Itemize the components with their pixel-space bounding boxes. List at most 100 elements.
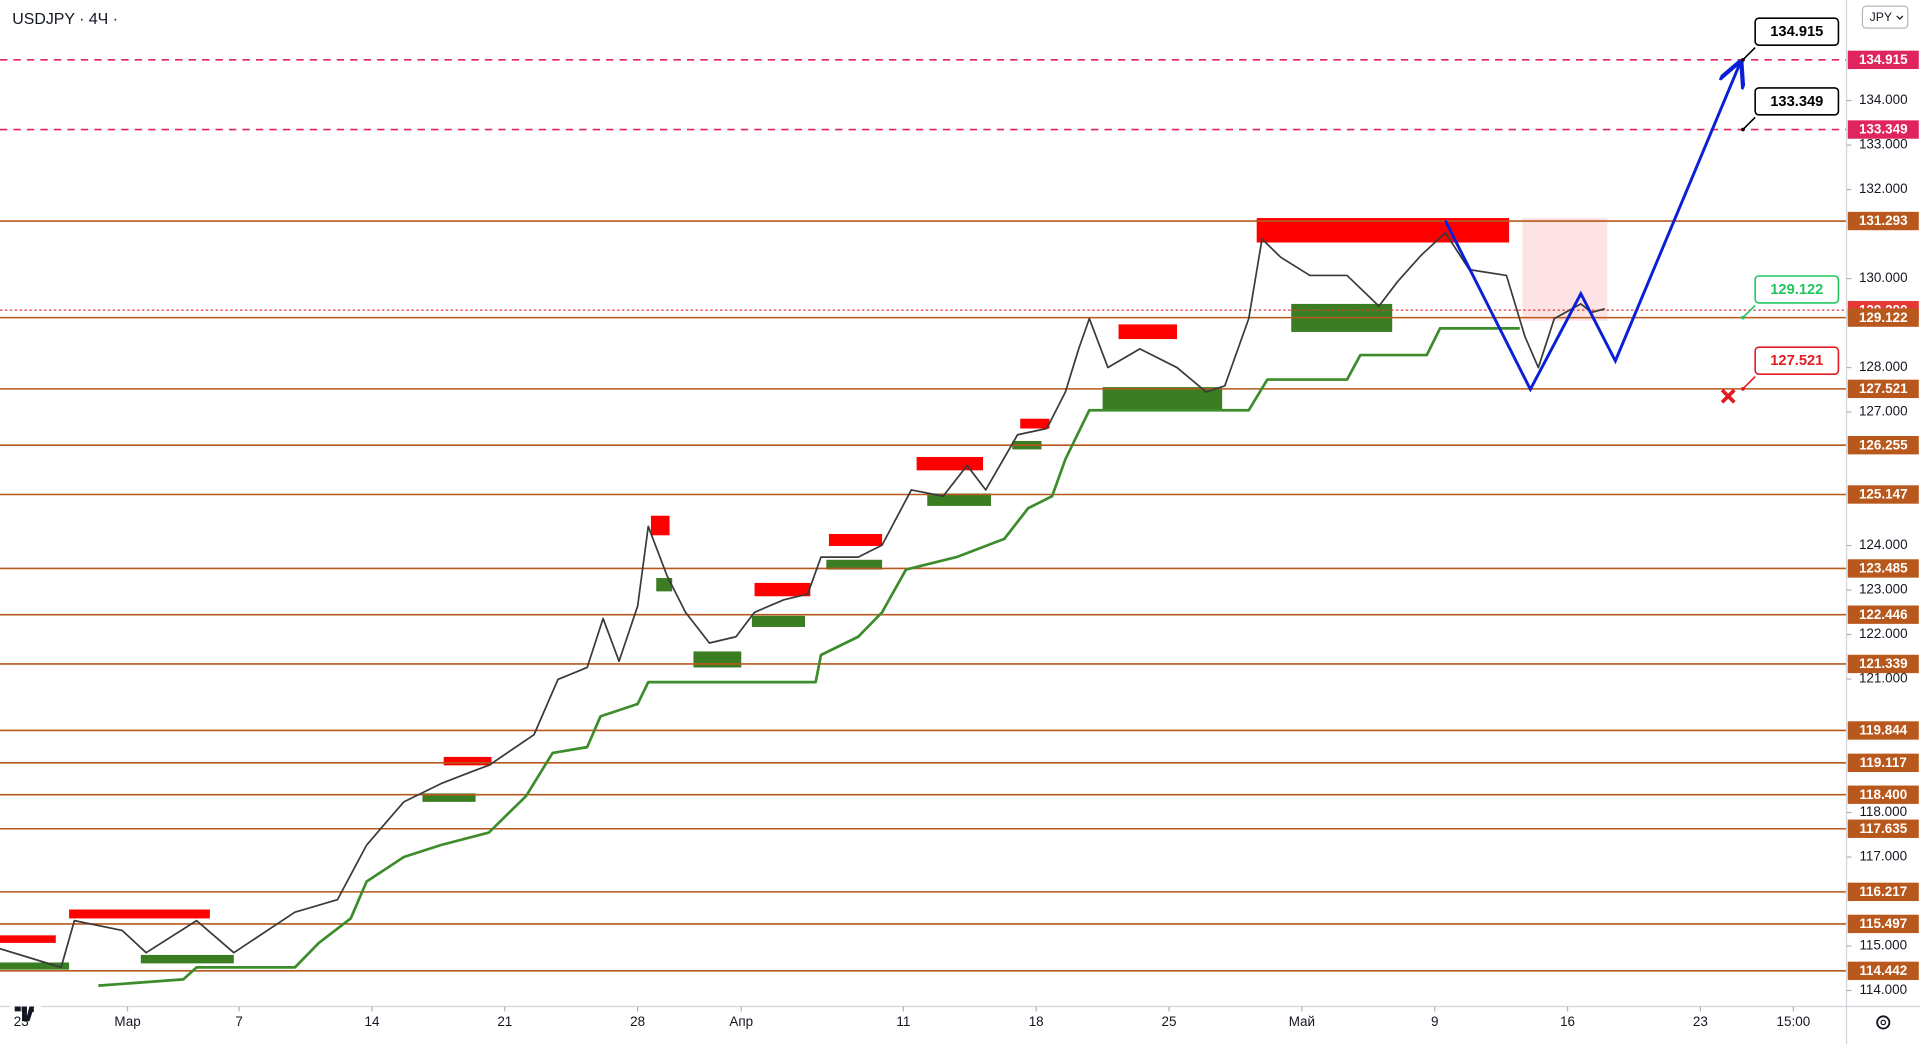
level-label-box xyxy=(1847,379,1919,399)
level-label: 115.497 xyxy=(1859,916,1907,931)
callout-box xyxy=(1754,346,1840,375)
callout-cross xyxy=(1720,388,1736,404)
y-tick-label: 117.000 xyxy=(1859,849,1907,864)
y-tick-label: 128.000 xyxy=(1859,359,1908,374)
zone xyxy=(1020,418,1050,429)
zone xyxy=(828,533,883,546)
y-tick-label: 122.000 xyxy=(1859,626,1908,641)
level-label: 125.147 xyxy=(1859,487,1908,502)
y-tick-label: 130.000 xyxy=(1859,270,1908,285)
level-label: 117.635 xyxy=(1859,821,1907,836)
level-label-box xyxy=(1847,559,1919,578)
x-tick-label: 15:00 xyxy=(1777,1014,1811,1029)
level-label-box xyxy=(1847,211,1919,231)
level-label-box xyxy=(1847,654,1919,674)
zone xyxy=(916,456,984,471)
y-tick-label: 114.000 xyxy=(1859,982,1907,997)
zone xyxy=(751,615,806,627)
callout-label: 133.349 xyxy=(1770,94,1823,110)
zone xyxy=(826,559,883,570)
currency-button[interactable]: JPY xyxy=(1861,5,1909,29)
x-tick-label: 25 xyxy=(1162,1014,1177,1029)
x-tick-label: 23 xyxy=(1693,1014,1708,1029)
x-tick-label: 16 xyxy=(1560,1014,1575,1029)
level-label: 131.293 xyxy=(1859,213,1908,228)
level-label-box xyxy=(1847,882,1919,902)
level-label: 118.400 xyxy=(1859,787,1907,802)
callout-label: 127.521 xyxy=(1770,353,1823,369)
zone xyxy=(693,651,742,668)
level-label: 121.339 xyxy=(1859,656,1908,671)
level-label-box xyxy=(1847,914,1919,934)
y-tick-label: 121.000 xyxy=(1859,671,1908,686)
zone xyxy=(443,756,492,766)
callout-anchor xyxy=(1741,387,1745,391)
zone xyxy=(1256,218,1510,243)
x-tick-label: 7 xyxy=(235,1014,242,1029)
level-label: 133.349 xyxy=(1859,122,1908,137)
callout-pointer xyxy=(1742,47,1756,61)
level-label-box xyxy=(1847,753,1919,773)
settings-button[interactable] xyxy=(1876,1015,1891,1030)
callout-box xyxy=(1754,275,1840,304)
callout-anchor xyxy=(1741,127,1745,132)
callout-label: 134.915 xyxy=(1770,24,1823,40)
y-tick-label: 118.000 xyxy=(1859,804,1907,819)
level-label: 114.442 xyxy=(1859,963,1907,978)
zone xyxy=(656,578,673,592)
projection-path xyxy=(1444,63,1740,393)
zone xyxy=(1522,218,1608,321)
y-tick-label: 123.000 xyxy=(1859,582,1908,597)
level-label-box xyxy=(1847,436,1919,455)
zone xyxy=(754,582,811,597)
level-label: 127.521 xyxy=(1859,381,1908,396)
zone xyxy=(140,954,234,964)
level-label-box xyxy=(1847,120,1919,139)
plot-area: 134.915 133.349 129.122 127.521 xyxy=(0,17,1847,987)
x-tick-label: Апр xyxy=(729,1014,753,1029)
zone xyxy=(69,909,210,919)
trailing-line xyxy=(98,327,1520,987)
level-label: 123.485 xyxy=(1859,561,1908,576)
x-tick-label: Май xyxy=(1289,1014,1315,1029)
level-label-box xyxy=(1847,605,1919,624)
level-label-box xyxy=(1847,961,1919,981)
level-label: 119.117 xyxy=(1860,755,1907,770)
currency-label[interactable]: JPY xyxy=(1870,10,1892,24)
y-tick-label: 127.000 xyxy=(1859,404,1908,419)
y-tick-label: 132.000 xyxy=(1859,181,1908,196)
x-tick-label: 21 xyxy=(497,1014,512,1029)
x-tick-label: 28 xyxy=(630,1014,645,1029)
y-tick-label: 115.000 xyxy=(1859,938,1907,953)
level-label: 122.446 xyxy=(1859,607,1908,622)
level-label: 116.217 xyxy=(1859,884,1907,899)
callout-pointer xyxy=(1742,116,1756,131)
callout-pointer xyxy=(1742,376,1756,390)
callout-anchor xyxy=(1741,58,1745,62)
level-label: 119.844 xyxy=(1859,723,1907,738)
x-tick-label: 14 xyxy=(364,1014,379,1029)
callout-pointer xyxy=(1742,304,1756,319)
callout-label: 129.122 xyxy=(1770,282,1823,298)
y-tick-label: 134.000 xyxy=(1859,92,1908,107)
callout-box xyxy=(1754,87,1840,116)
x-tick-label: 23 xyxy=(14,1014,29,1029)
level-label-box xyxy=(1847,819,1919,838)
x-tick-label: 9 xyxy=(1431,1014,1438,1029)
zone xyxy=(0,962,70,970)
callout-anchor xyxy=(1741,315,1745,320)
y-tick-label: 124.000 xyxy=(1859,537,1908,552)
callout-box xyxy=(1754,17,1840,46)
level-label: 129.122 xyxy=(1859,310,1908,325)
zone xyxy=(422,793,476,802)
level-label-box xyxy=(1847,485,1919,504)
price-line xyxy=(0,231,1605,969)
level-label-box xyxy=(1847,721,1919,740)
tradingview-logo xyxy=(9,1001,42,1027)
zone xyxy=(1118,324,1177,340)
y-tick-label: 133.000 xyxy=(1859,137,1908,152)
level-label: 134.915 xyxy=(1859,52,1908,67)
